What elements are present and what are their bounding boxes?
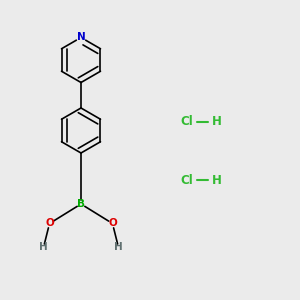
Text: H: H [114, 242, 123, 253]
Text: O: O [108, 218, 117, 229]
Text: Cl: Cl [180, 115, 193, 128]
Text: N: N [76, 32, 85, 43]
Text: H: H [212, 115, 221, 128]
Text: H: H [212, 173, 221, 187]
Text: B: B [77, 199, 85, 209]
Text: Cl: Cl [180, 173, 193, 187]
Text: O: O [45, 218, 54, 229]
Text: H: H [39, 242, 48, 253]
